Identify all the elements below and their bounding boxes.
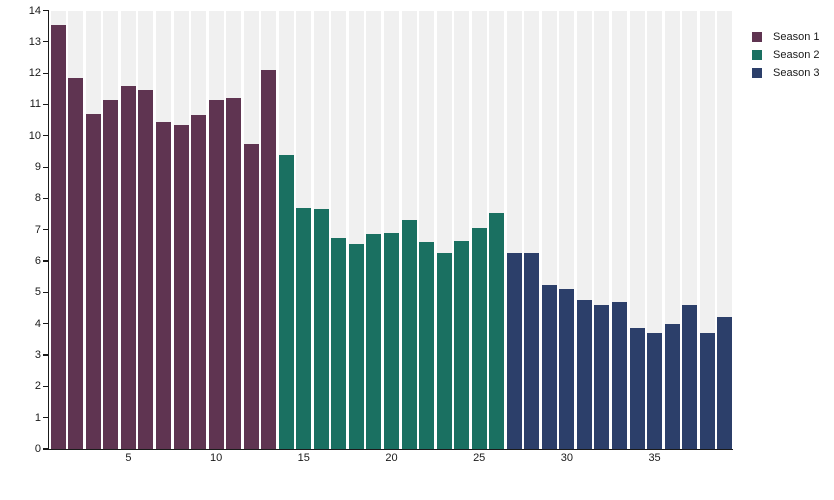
legend-label: Season 1 (773, 31, 820, 43)
bar-season-3-ep33 (612, 301, 627, 449)
y-tick-label-2: 2 (34, 380, 41, 393)
bar-season-1-ep1 (50, 24, 66, 449)
y-tick-label-14: 14 (28, 4, 41, 17)
y-tick-label-5: 5 (34, 286, 41, 299)
legend-swatch-season-3 (752, 68, 762, 78)
y-tick-label-13: 13 (28, 35, 41, 48)
bar-season-2-ep18 (348, 243, 364, 449)
y-tick-label-11: 11 (29, 98, 41, 111)
bar-season-3-ep30 (559, 289, 575, 449)
y-tick-label-12: 12 (28, 67, 41, 80)
y-tick-label-9: 9 (34, 161, 41, 174)
bar-season-2-ep14 (278, 154, 294, 449)
bar-season-3-ep37 (682, 304, 698, 449)
x-tick-label-35: 35 (648, 451, 661, 464)
x-tick-label-15: 15 (297, 451, 310, 464)
bar-season-1-ep11 (226, 98, 242, 449)
y-tick-label-8: 8 (34, 192, 41, 205)
legend-swatch-season-1 (752, 32, 762, 42)
y-tick-label-3: 3 (34, 349, 41, 362)
bar-season-1-ep7 (156, 121, 171, 449)
bar-season-1-ep9 (191, 115, 207, 449)
y-axis-spine (48, 10, 50, 450)
y-tick-label-1: 1 (34, 411, 41, 424)
x-tick-label-30: 30 (560, 451, 573, 464)
bar-season-2-ep22 (419, 242, 435, 449)
bar-season-1-ep2 (68, 77, 84, 449)
y-tick-mark (43, 9, 49, 12)
y-tick-label-7: 7 (34, 223, 41, 236)
y-tick-mark (43, 229, 49, 231)
y-tick-label-0: 0 (34, 443, 41, 455)
bar-season-3-ep31 (576, 300, 592, 449)
bar-season-3-ep39 (717, 317, 733, 449)
legend-label: Season 3 (773, 67, 820, 79)
bar-season-1-ep6 (138, 90, 154, 449)
bar-season-1-ep8 (173, 124, 189, 449)
y-tick-mark (43, 291, 49, 293)
bar-season-2-ep26 (489, 212, 505, 449)
y-tick-mark (43, 41, 49, 43)
y-tick-mark (43, 260, 49, 262)
bar-season-1-ep13 (261, 70, 277, 449)
bar-season-3-ep34 (629, 328, 645, 449)
bar-season-2-ep16 (313, 209, 329, 449)
bar-season-1-ep12 (243, 143, 259, 449)
bar-season-3-ep36 (664, 323, 680, 449)
y-tick-mark (43, 354, 49, 356)
bar-season-3-ep28 (524, 253, 540, 449)
bar-season-1-ep5 (120, 85, 136, 449)
bar-season-2-ep15 (296, 207, 312, 449)
bar-season-1-ep4 (103, 99, 119, 449)
bar-season-1-ep10 (208, 99, 224, 449)
y-tick-label-4: 4 (34, 317, 41, 330)
legend-swatch-season-2 (752, 50, 762, 60)
x-tick-label-5: 5 (125, 451, 132, 464)
x-axis-spine (48, 448, 734, 450)
x-tick-label-25: 25 (473, 451, 486, 464)
bar-season-3-ep38 (699, 333, 715, 449)
y-tick-mark (43, 385, 49, 387)
bar-season-2-ep19 (366, 234, 382, 449)
legend-label: Season 2 (773, 49, 820, 61)
x-tick-label-10: 10 (209, 451, 223, 464)
bar-season-3-ep35 (647, 333, 663, 449)
bar-season-2-ep20 (384, 232, 399, 449)
bar-season-3-ep29 (541, 284, 557, 449)
bar-season-2-ep24 (454, 240, 470, 449)
y-tick-mark (43, 417, 49, 419)
y-tick-mark (43, 197, 49, 200)
bar-season-2-ep21 (401, 220, 417, 449)
y-tick-mark (43, 72, 49, 74)
bar-season-1-ep3 (85, 113, 101, 449)
bar-season-3-ep32 (594, 304, 610, 449)
bar-season-2-ep25 (471, 228, 487, 449)
y-tick-mark (43, 166, 49, 168)
y-tick-mark (43, 323, 49, 325)
y-tick-label-10: 10 (28, 129, 41, 142)
y-tick-mark (43, 135, 49, 137)
bar-season-3-ep27 (506, 253, 522, 449)
y-tick-mark (43, 448, 49, 450)
y-tick-label-6: 6 (34, 255, 41, 268)
bar-season-2-ep17 (331, 237, 347, 449)
bar-season-2-ep23 (436, 253, 452, 449)
y-tick-mark (43, 103, 49, 106)
x-tick-label-20: 20 (385, 451, 398, 464)
